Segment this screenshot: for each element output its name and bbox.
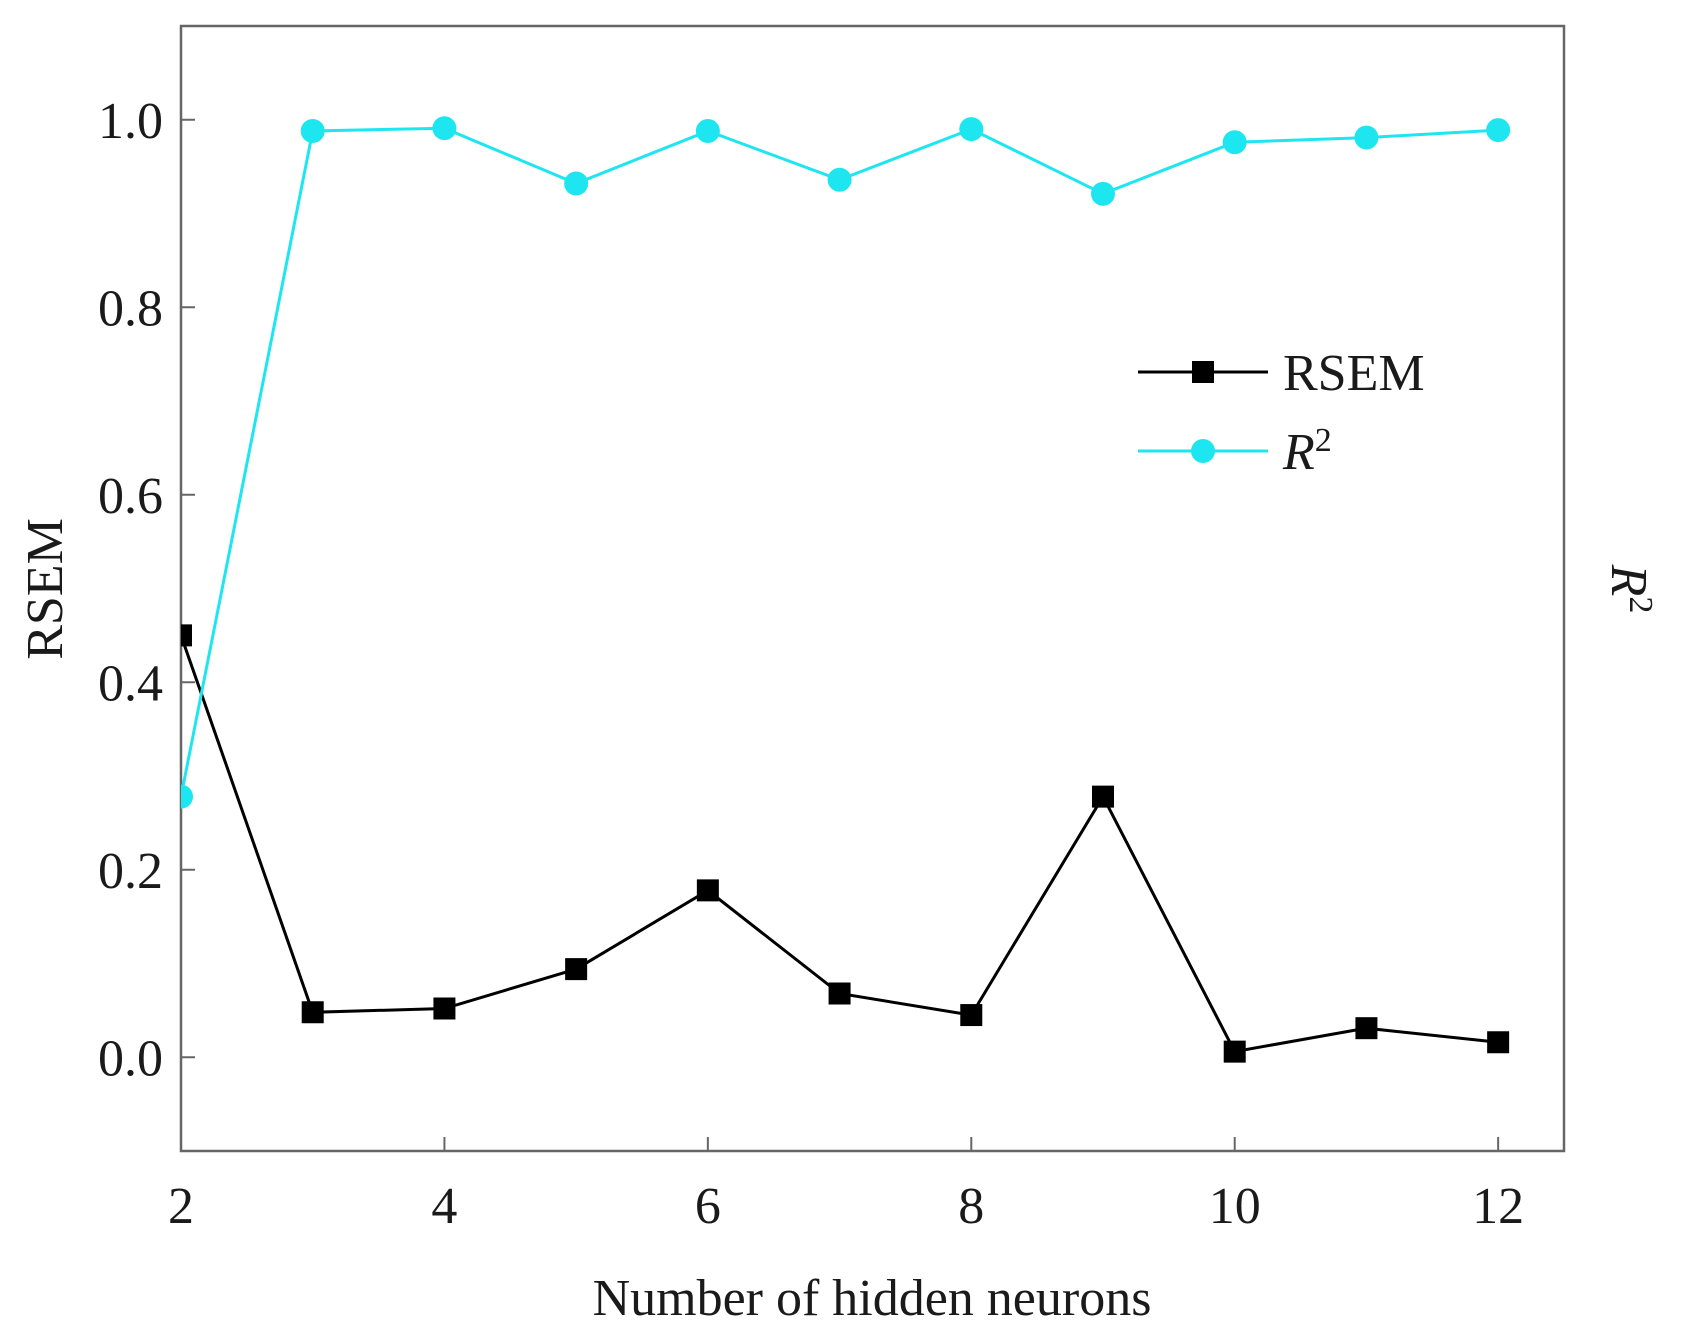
legend: RSEM R2 xyxy=(1138,345,1425,481)
data-point xyxy=(1091,181,1115,206)
data-point xyxy=(300,119,325,143)
data-point xyxy=(695,119,720,143)
data-point xyxy=(181,784,193,809)
x-tick-label: 2 xyxy=(168,1178,194,1235)
data-point xyxy=(181,624,192,647)
y-tick-label: 1.0 xyxy=(98,93,163,150)
x-tick-label: 10 xyxy=(1209,1178,1261,1235)
data-point xyxy=(959,117,984,142)
y-axis-label-right: R2 xyxy=(1600,564,1659,614)
x-axis-ticks: 2 4 6 8 10 12 xyxy=(168,1137,1524,1235)
y-tick-label: 0.2 xyxy=(98,843,163,900)
data-point xyxy=(564,171,589,196)
legend-rsem-label: RSEM xyxy=(1283,345,1425,402)
y-axis-ticks: 0.0 0.2 0.4 0.6 0.8 1.0 xyxy=(98,93,195,1087)
data-point xyxy=(828,982,851,1005)
y-tick-label: 0.6 xyxy=(98,468,163,525)
data-point xyxy=(1223,1040,1246,1063)
data-point xyxy=(1092,785,1114,808)
series-r2 xyxy=(181,116,1511,809)
x-axis-label: Number of hidden neurons xyxy=(593,1270,1152,1327)
legend-rsem-marker xyxy=(1192,361,1214,383)
data-point xyxy=(1486,118,1511,143)
data-point xyxy=(696,879,719,902)
y-tick-label: 0.8 xyxy=(98,280,163,337)
series-layer xyxy=(181,116,1511,1063)
plot-frame xyxy=(179,24,1566,1153)
data-point xyxy=(1355,1017,1378,1040)
x-tick-label: 4 xyxy=(431,1178,457,1235)
data-point xyxy=(301,1001,324,1024)
data-point xyxy=(1222,130,1247,155)
data-point xyxy=(565,958,588,981)
data-point xyxy=(433,997,456,1020)
series-rsem xyxy=(181,624,1510,1063)
y-axis-label: RSEM xyxy=(17,518,74,660)
data-point xyxy=(960,1004,983,1027)
data-point xyxy=(432,116,457,141)
x-tick-label: 8 xyxy=(958,1178,984,1235)
y-tick-label: 0.0 xyxy=(98,1030,163,1087)
data-point xyxy=(827,167,852,192)
legend-r2-marker xyxy=(1191,439,1215,463)
y-tick-label: 0.4 xyxy=(98,655,163,712)
data-point xyxy=(1487,1031,1510,1054)
x-tick-label: 12 xyxy=(1472,1178,1524,1235)
x-tick-label: 6 xyxy=(695,1178,721,1235)
legend-r2-label: R2 xyxy=(1282,422,1332,481)
data-point xyxy=(1354,125,1379,150)
